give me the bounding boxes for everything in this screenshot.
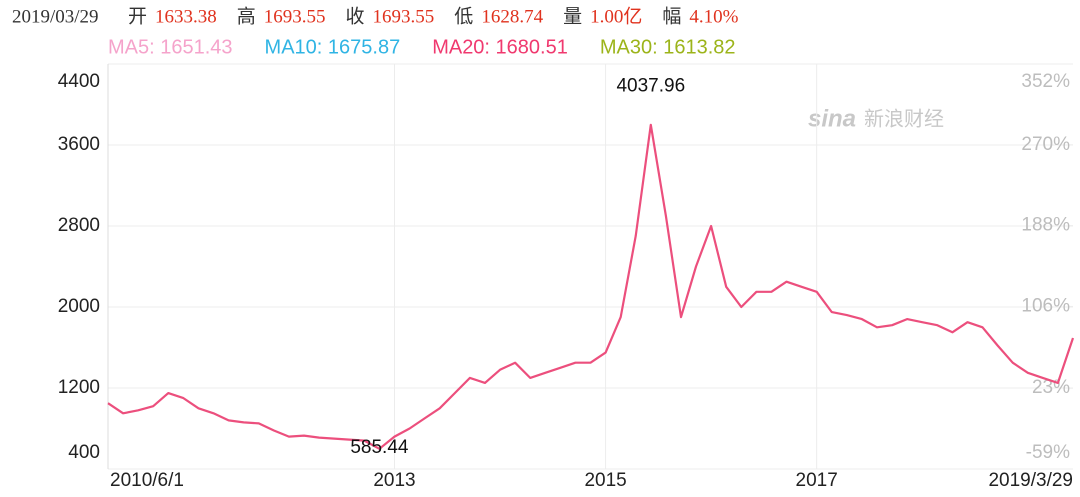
peak-label: 4037.96 (616, 76, 685, 97)
field-value: 4.10% (689, 6, 738, 27)
field-value: 1693.55 (264, 6, 326, 27)
watermark-logo: sina (808, 105, 856, 132)
header-date: 2019/03/29 (12, 6, 99, 27)
field-label: 量 (563, 6, 582, 27)
field-label: 高 (237, 5, 256, 27)
header-fields: 开 1633.38 高 1693.55 收 1693.55 低 1628.74 量 1.00亿幅 4… (128, 5, 739, 27)
y-tick-label: 1200 (58, 377, 100, 398)
ma-item: MA5: 1651.43 (108, 36, 233, 58)
x-tick-label: 2019/3/29 (988, 470, 1073, 491)
field-value: 1633.38 (155, 6, 217, 27)
field-label: 收 (346, 5, 365, 27)
x-tick-label: 2015 (584, 470, 626, 491)
y2-tick-label: 106% (1021, 295, 1070, 316)
field-value: 1693.55 (373, 6, 435, 27)
y-tick-label: 3600 (58, 134, 100, 155)
x-tick-label: 2013 (373, 470, 415, 491)
y-tick-label: 400 (68, 442, 100, 463)
y-tick-label: 4400 (58, 71, 100, 92)
price-line (107, 123, 1075, 450)
ma-legend: MA5: 1651.43 MA10: 1675.87 MA20: 1680.51 MA… (108, 36, 736, 58)
ma-item: MA30: 1613.82 (600, 36, 736, 58)
watermark-text: 新浪财经 (864, 107, 944, 130)
x-tick-label: 2017 (796, 470, 838, 491)
field-label: 开 (128, 6, 147, 27)
y-tick-label: 2000 (58, 296, 100, 317)
ma-item: MA10: 1675.87 (265, 36, 401, 58)
field-label: 低 (454, 5, 473, 27)
y2-tick-label: 352% (1021, 71, 1070, 92)
field-value: 1628.74 (481, 6, 543, 27)
y2-tick-label: 270% (1021, 134, 1070, 155)
ma-item: MA20: 1680.51 (432, 36, 568, 58)
x-tick-label: 2010/6/1 (110, 470, 184, 491)
field-value: 1.00亿 (590, 5, 642, 27)
y2-tick-label: 23% (1032, 377, 1070, 398)
field-label: 幅 (662, 5, 681, 27)
y2-tick-label: -59% (1026, 442, 1070, 463)
low-label: 585.44 (350, 437, 409, 458)
y-tick-label: 2800 (58, 215, 100, 236)
y2-tick-label: 188% (1021, 215, 1070, 236)
